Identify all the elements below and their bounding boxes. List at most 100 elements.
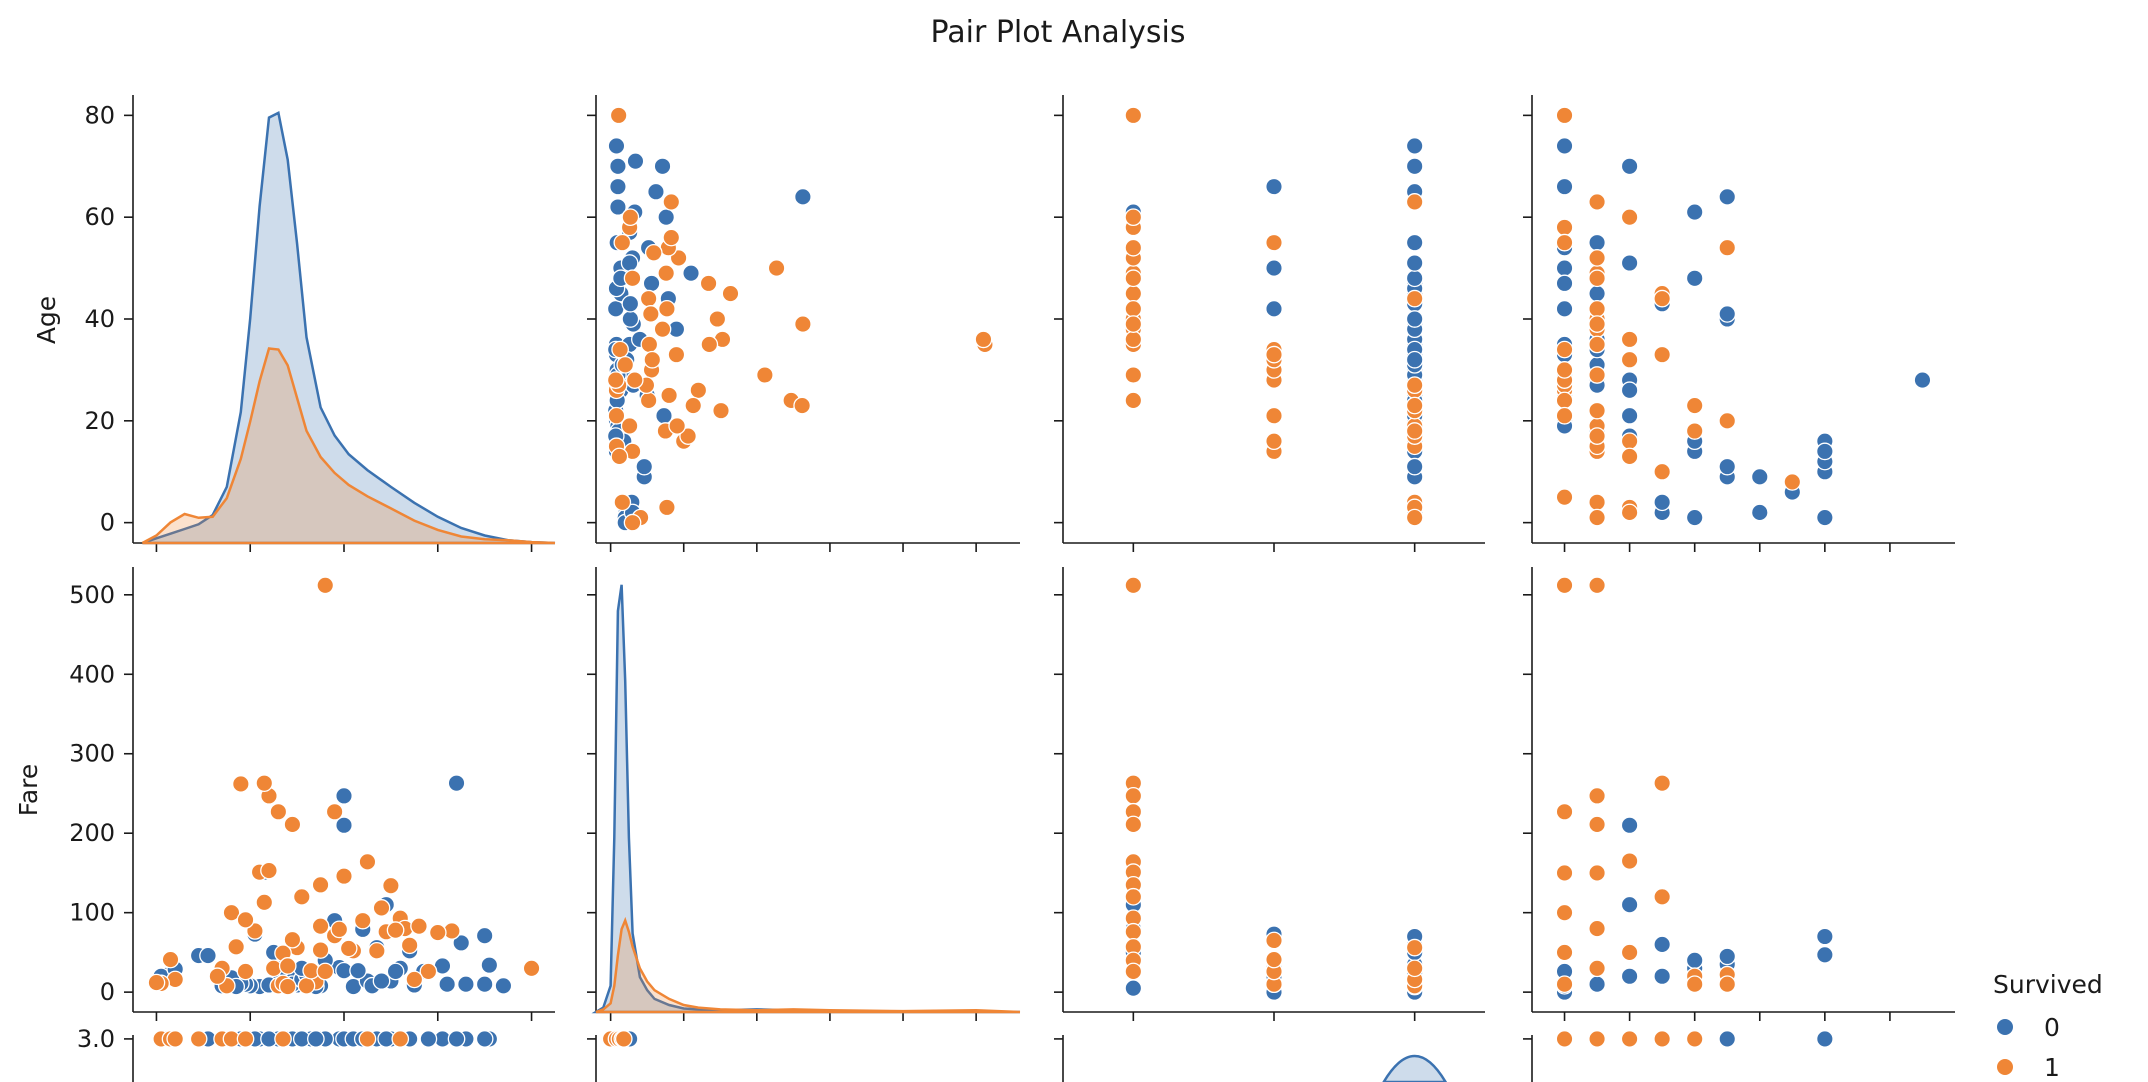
scatter-point xyxy=(1750,467,1769,486)
scatter-point xyxy=(1620,330,1639,349)
scatter-point xyxy=(255,774,274,792)
scatter-point xyxy=(614,1030,633,1048)
scatter-point xyxy=(1124,366,1143,384)
scatter-point xyxy=(1718,411,1737,430)
legend-marker-0 xyxy=(1997,1019,2013,1035)
scatter-point xyxy=(1555,340,1574,359)
scatter-point xyxy=(639,391,658,410)
scatter-point xyxy=(1265,406,1283,425)
y-tick-label-fare: 500 xyxy=(69,581,115,609)
scatter-point xyxy=(623,513,642,532)
scatter-point xyxy=(1588,493,1606,512)
scatter-point xyxy=(1555,218,1574,237)
scatter-point xyxy=(1783,473,1802,491)
scatter-point xyxy=(1718,457,1737,476)
scatter-point xyxy=(1588,959,1606,978)
scatter-point xyxy=(1124,787,1143,805)
scatter-point xyxy=(658,498,676,517)
scatter-point xyxy=(475,926,494,945)
scatter-point xyxy=(1588,315,1606,333)
scatter-point xyxy=(1653,345,1672,364)
scatter-point xyxy=(1588,815,1606,834)
scatter-point xyxy=(349,961,367,980)
scatter-point xyxy=(283,930,302,949)
scatter-point xyxy=(620,417,639,435)
scatter-point xyxy=(756,366,774,384)
scatter-point xyxy=(1124,208,1143,227)
scatter-point xyxy=(1620,943,1639,962)
scatter-point xyxy=(679,427,697,445)
scatter-point xyxy=(1718,238,1737,257)
scatter-point xyxy=(428,923,447,942)
scatter-point xyxy=(1405,310,1424,328)
scatter-point xyxy=(1555,137,1574,155)
scatter-point xyxy=(974,330,993,349)
scatter-point xyxy=(1555,361,1574,379)
scatter-point xyxy=(1405,137,1424,155)
scatter-age-pclass-survived-1 xyxy=(1124,106,1424,527)
scatter-point xyxy=(1124,269,1143,288)
scatter-point xyxy=(311,941,330,959)
legend-label-1: 1 xyxy=(2044,1053,2060,1082)
kde-pclass-survived-0 xyxy=(1382,1054,1448,1082)
scatter-point xyxy=(292,887,311,906)
scatter-point xyxy=(1405,289,1424,308)
scatter-point xyxy=(1620,967,1639,986)
scatter-point xyxy=(1405,457,1424,476)
scatter-point xyxy=(1588,975,1606,994)
scatter-point xyxy=(1124,962,1143,981)
scatter-point xyxy=(606,299,625,318)
scatter-point xyxy=(522,959,541,978)
scatter-point xyxy=(1124,299,1143,318)
scatter-point xyxy=(1265,950,1283,969)
scatter-point xyxy=(260,861,278,880)
scatter-point xyxy=(475,1030,494,1048)
scatter-point xyxy=(1685,396,1704,415)
y-tick-label-age: 60 xyxy=(84,203,115,231)
y-tick-label-age: 40 xyxy=(84,305,115,333)
scatter-point xyxy=(1588,1030,1606,1048)
scatter-point xyxy=(609,177,627,196)
scatter-point xyxy=(1265,299,1283,318)
scatter-point xyxy=(1620,157,1639,176)
scatter-point xyxy=(721,284,740,303)
panel-pclass-age xyxy=(124,1035,134,1082)
scatter-point xyxy=(236,962,255,981)
scatter-point xyxy=(297,976,316,995)
scatter-point xyxy=(1405,959,1424,978)
scatter-point xyxy=(1124,284,1143,303)
kde-fare-survived-0 xyxy=(591,584,1020,1014)
kde-age-survived-1 xyxy=(141,347,556,545)
scatter-point xyxy=(1588,919,1606,938)
scatter-point xyxy=(1685,269,1704,288)
scatter-point xyxy=(1588,508,1606,527)
scatter-point xyxy=(1124,106,1143,125)
y-tick-label-age: 80 xyxy=(84,101,115,129)
scatter-point xyxy=(1265,259,1283,277)
scatter-point xyxy=(1405,157,1424,176)
scatter-point xyxy=(400,936,419,955)
scatter-point xyxy=(1124,330,1143,349)
scatter-point xyxy=(236,1030,255,1048)
scatter-point xyxy=(611,340,629,359)
scatter-point xyxy=(1588,864,1606,882)
scatter-point xyxy=(1685,508,1704,527)
scatter-point xyxy=(616,355,635,374)
scatter-point xyxy=(1555,975,1574,994)
scatter-age-pclass-survived-0 xyxy=(1124,137,1424,527)
scatter-point xyxy=(1265,177,1283,196)
scatter-point xyxy=(386,921,405,940)
scatter-point xyxy=(494,976,513,995)
scatter-point xyxy=(391,1030,410,1048)
scatter-point xyxy=(1685,951,1704,970)
kde-age-survived-0 xyxy=(142,111,556,545)
scatter-point xyxy=(767,259,786,277)
scatter-point xyxy=(1588,269,1606,288)
scatter-point xyxy=(1555,391,1574,410)
scatter-point xyxy=(1555,488,1574,507)
scatter-point xyxy=(419,962,438,981)
scatter-point xyxy=(794,187,812,206)
scatter-point xyxy=(1124,238,1143,257)
scatter-point xyxy=(1555,259,1574,277)
